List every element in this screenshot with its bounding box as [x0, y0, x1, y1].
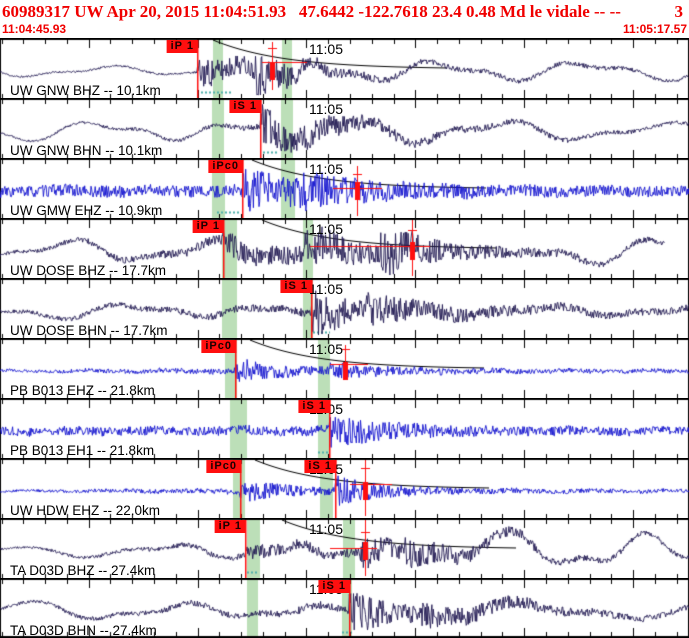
phase-pick-flag[interactable]: iP 1	[214, 520, 246, 533]
trace-panel-uw-gmw-ehz: 11:05 iPc0 UW GMW EHZ -- 10.9km	[0, 158, 689, 218]
event-header: 60989317 UW Apr 20, 2015 11:04:51.93 47.…	[0, 0, 689, 22]
waveform-canvas-uw-gmw-ehz[interactable]	[0, 158, 689, 218]
waveform-canvas-ta-d03d-bhz[interactable]	[0, 518, 689, 578]
trace-panel-pb-b013-ehz: 11:05 iPc0 PB B013 EHZ -- 21.8km	[0, 338, 689, 398]
phase-pick-flag[interactable]: iS 1	[298, 400, 330, 413]
waveform-canvas-uw-dose-bhz[interactable]	[0, 218, 689, 278]
window-end-time: 11:05:17.57	[622, 22, 687, 36]
waveform-canvas-pb-b013-eh1[interactable]	[0, 398, 689, 458]
minute-tick-label: 11:05	[309, 161, 343, 177]
station-label: TA D03D BHZ -- 27.4km	[10, 563, 156, 578]
waveform-canvas-uw-hdw-ehz[interactable]	[0, 458, 689, 518]
phase-pick-flag[interactable]: iS 1	[229, 100, 261, 113]
station-label: PB B013 EHZ -- 21.8km	[10, 383, 155, 398]
minute-tick-label: 11:05	[309, 41, 343, 57]
time-window-bar: 11:04:45.93 11:05:17.57	[0, 22, 689, 38]
station-label: UW GNW BHN -- 10.1km	[10, 143, 163, 158]
station-label: UW DOSE BHN -- 17.7km	[10, 323, 168, 338]
trace-panel-uw-hdw-ehz: 11:05iPc0iS 1UW HDW EHZ -- 22.0km	[0, 458, 689, 518]
station-label: UW GNW BHZ -- 10.1km	[10, 83, 161, 98]
trace-panel-ta-d03d-bhz: 11:05 iP 1 TA D03D BHZ -- 27.4km	[0, 518, 689, 578]
trace-panel-stack: 11:05 iP 1 UW GNW BHZ -- 10.1km 11:05 iS 1 UW…	[0, 38, 689, 638]
waveform-canvas-pb-b013-ehz[interactable]	[0, 338, 689, 398]
waveform-canvas-uw-gnw-bhn[interactable]	[0, 98, 689, 158]
trace-panel-uw-dose-bhn: 11:05 iS 1 UW DOSE BHN -- 17.7km	[0, 278, 689, 338]
station-label: TA D03D BHN -- 27.4km	[10, 623, 157, 638]
window-start-time: 11:04:45.93	[2, 22, 67, 36]
minute-tick-label: 11:05	[309, 281, 343, 297]
phase-pick-flag[interactable]: iP 1	[166, 40, 198, 53]
trace-panel-uw-gnw-bhn: 11:05 iS 1 UW GNW BHN -- 10.1km	[0, 98, 689, 158]
event-summary: 60989317 UW Apr 20, 2015 11:04:51.93 47.…	[2, 2, 621, 21]
station-label: UW HDW EHZ -- 22.0km	[10, 503, 160, 518]
station-label: PB B013 EH1 -- 21.8km	[10, 443, 155, 458]
waveform-canvas-uw-dose-bhn[interactable]	[0, 278, 689, 338]
phase-pick-flag[interactable]: iPc0	[206, 460, 241, 473]
station-label: UW DOSE BHZ -- 17.7km	[10, 263, 167, 278]
phase-pick-flag[interactable]: iS 1	[304, 460, 336, 473]
minute-tick-label: 11:05	[309, 341, 343, 357]
phase-pick-flag[interactable]: iS 1	[318, 580, 350, 593]
trace-panel-uw-dose-bhz: 11:05 iP 1 UW DOSE BHZ -- 17.7km	[0, 218, 689, 278]
minute-tick-label: 11:05	[309, 221, 343, 237]
waveform-canvas-uw-gnw-bhz[interactable]	[0, 38, 689, 98]
station-label: UW GMW EHZ -- 10.9km	[10, 203, 163, 218]
trace-panel-uw-gnw-bhz: 11:05 iP 1 UW GNW BHZ -- 10.1km	[0, 38, 689, 98]
phase-pick-flag[interactable]: iPc0	[208, 160, 243, 173]
phase-pick-flag[interactable]: iPc0	[201, 340, 236, 353]
phase-pick-flag[interactable]: iS 1	[280, 280, 312, 293]
phase-pick-flag[interactable]: iP 1	[192, 220, 224, 233]
event-count: 3	[674, 2, 684, 21]
minute-tick-label: 11:05	[309, 101, 343, 117]
minute-tick-label: 11:05	[309, 521, 343, 537]
